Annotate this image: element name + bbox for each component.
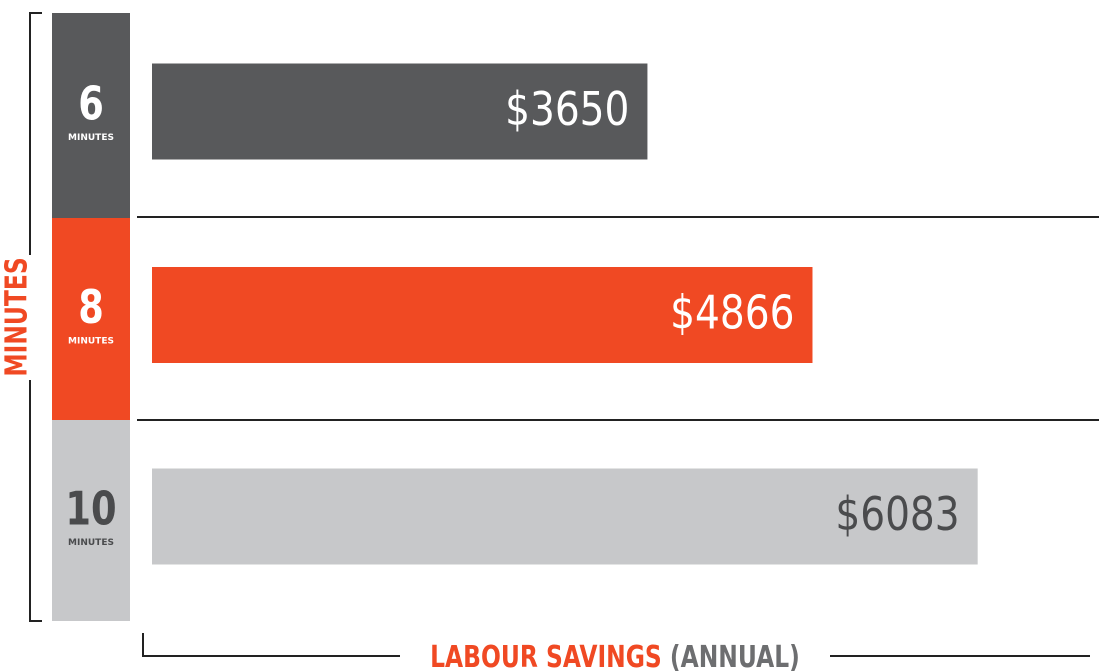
value-label: $6083	[835, 488, 959, 542]
category-sublabel: MINUTES	[68, 538, 114, 548]
bar	[152, 468, 978, 565]
category-label: 8	[78, 280, 104, 334]
bar	[152, 267, 813, 363]
value-label: $4866	[670, 286, 794, 340]
category-sublabel: MINUTES	[68, 337, 114, 347]
category-label: 10	[65, 482, 116, 536]
category-sublabel: MINUTES	[68, 133, 114, 143]
x-axis-label: LABOUR SAVINGS (ANNUAL)	[430, 640, 800, 672]
x-axis-label-note: (ANNUAL)	[670, 640, 800, 672]
category-label: 6	[78, 77, 104, 131]
x-axis-label-main: LABOUR SAVINGS	[430, 640, 662, 672]
category-block	[52, 420, 130, 621]
y-axis-label: MINUTES	[0, 257, 34, 376]
category-block	[52, 13, 130, 218]
value-label: $3650	[505, 83, 629, 137]
y-bracket-gap	[20, 255, 40, 380]
x-bracket-gap	[400, 640, 830, 672]
category-block	[52, 218, 130, 420]
bar	[152, 63, 648, 160]
